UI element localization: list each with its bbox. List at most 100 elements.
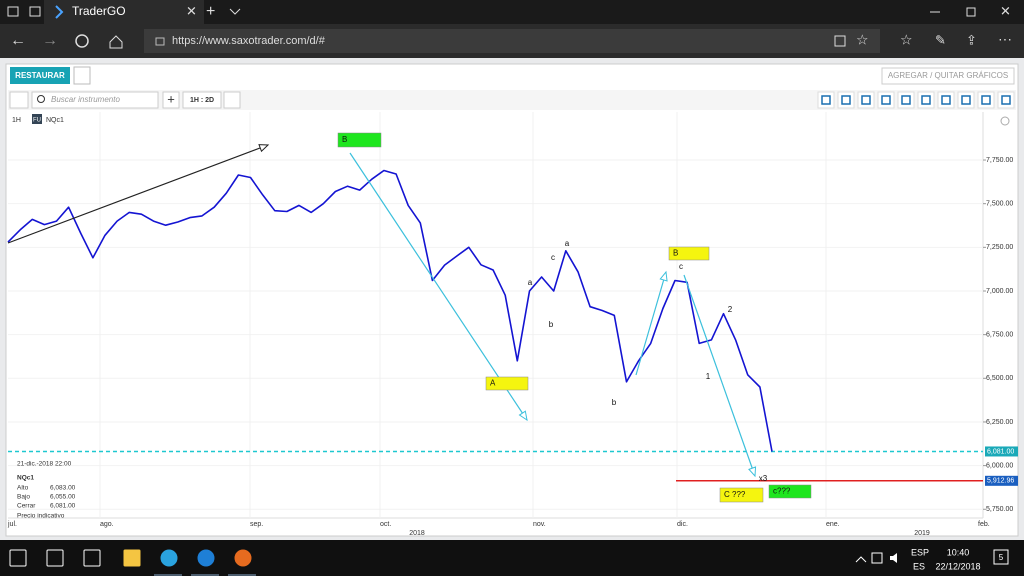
tab-title[interactable]: TraderGO [72, 4, 126, 18]
favorite-star[interactable]: ☆ [856, 32, 869, 48]
chart-toolbar [8, 90, 1016, 110]
language[interactable]: ESP [911, 547, 929, 557]
tool-button[interactable] [937, 91, 955, 109]
tab-menu[interactable] [229, 8, 241, 15]
forward-button[interactable]: → [42, 32, 58, 49]
tray-volume[interactable] [890, 553, 897, 563]
tool-glyph[interactable] [841, 95, 851, 105]
y-tick-label: 7,250.00 [986, 244, 1013, 251]
annotation-label: B [673, 249, 678, 258]
annotation-box [668, 246, 710, 261]
tool-button[interactable] [877, 91, 895, 109]
back-tabs-icon[interactable] [29, 6, 41, 17]
arrow-head [659, 270, 668, 282]
tool-button[interactable] [837, 91, 855, 109]
add-charts-button[interactable] [881, 67, 1015, 85]
tool-button[interactable] [857, 91, 875, 109]
tool-glyph[interactable] [941, 95, 951, 105]
info-value: 6,083.00 [50, 485, 76, 492]
tool-button[interactable] [957, 91, 975, 109]
tool-glyph[interactable] [1001, 95, 1011, 105]
annotation-label: c [551, 253, 555, 262]
crosshair-button[interactable] [223, 91, 241, 109]
link-button[interactable] [9, 91, 29, 109]
maximize[interactable] [966, 7, 976, 17]
tool-glyph[interactable] [961, 95, 971, 105]
y-tick-label: 7,000.00 [986, 288, 1013, 295]
tool-button[interactable] [817, 91, 835, 109]
taskbar-app[interactable] [197, 549, 215, 567]
tray-network[interactable] [871, 552, 883, 564]
interval-label[interactable]: 1H : 2D [190, 97, 214, 104]
annotation-label: a [528, 278, 533, 287]
taskbar-app[interactable] [83, 549, 101, 567]
interval-button[interactable] [182, 91, 222, 109]
year-label: 2018 [409, 530, 425, 537]
search-box[interactable] [31, 91, 159, 109]
tool-glyph[interactable] [981, 95, 991, 105]
taskbar-app[interactable] [123, 549, 141, 567]
info-note: Precio indicativo [17, 513, 65, 520]
search-placeholder[interactable]: Buscar instrumento [51, 95, 120, 104]
price-tag [985, 446, 1018, 457]
annotation-box [337, 132, 382, 148]
arrow-head [748, 466, 757, 478]
taskbar-app[interactable] [234, 549, 252, 567]
more[interactable]: ··· [998, 31, 1012, 47]
y-tick-label: 7,500.00 [986, 201, 1013, 208]
tool-button[interactable] [977, 91, 995, 109]
annotation-box [768, 484, 812, 499]
tool-glyph[interactable] [861, 95, 871, 105]
refresh-button[interactable] [75, 34, 89, 48]
chart-symbol: NQc1 [46, 117, 64, 124]
tool-icons [817, 91, 1015, 109]
arrow-head [258, 144, 270, 153]
home-button[interactable] [109, 35, 123, 49]
url[interactable]: https://www.saxotrader.com/d/# [172, 35, 326, 47]
tool-glyph[interactable] [821, 95, 831, 105]
clock-time[interactable]: 10:40 [947, 547, 970, 557]
annotation-label: c [679, 262, 683, 271]
add-charts-label[interactable]: AGREGAR / QUITAR GRÁFICOS [888, 71, 1008, 80]
tab-icon[interactable] [7, 6, 19, 17]
tool-button[interactable] [897, 91, 915, 109]
favorites-hub[interactable]: ☆ [900, 32, 913, 48]
add-icon[interactable]: + [167, 91, 175, 106]
restore-button[interactable] [10, 67, 70, 84]
x-tick-label: ene. [826, 521, 840, 528]
tool-glyph[interactable] [881, 95, 891, 105]
tool-glyph[interactable] [921, 95, 931, 105]
tab[interactable] [44, 0, 204, 24]
trend-arrow [349, 152, 528, 421]
keyboard-layout[interactable]: ES [913, 561, 925, 571]
clock-date[interactable]: 22/12/2018 [935, 561, 980, 571]
taskbar-app[interactable] [9, 549, 27, 567]
tool-button[interactable] [997, 91, 1015, 109]
tool-button[interactable] [917, 91, 935, 109]
tray-chevron[interactable] [855, 556, 867, 563]
reading-view[interactable] [834, 35, 846, 47]
share[interactable]: ⇪ [966, 32, 977, 47]
taskbar-app[interactable] [160, 549, 178, 567]
tab-close[interactable]: ✕ [186, 3, 197, 18]
arrow-head [518, 410, 528, 422]
add-button[interactable] [162, 91, 180, 109]
action-center[interactable] [993, 549, 1009, 565]
notes[interactable]: ✎ [935, 32, 946, 47]
x-tick-label: oct. [380, 521, 391, 528]
new-tab[interactable]: + [206, 3, 215, 20]
back-button[interactable]: ← [10, 32, 26, 49]
address-box[interactable] [144, 29, 880, 53]
annotation-label: A [490, 379, 496, 388]
notification-count[interactable]: 5 [999, 553, 1004, 562]
tool-glyph[interactable] [901, 95, 911, 105]
taskbar-app[interactable] [46, 549, 64, 567]
close-window[interactable]: ✕ [1000, 3, 1011, 18]
popout-button[interactable] [73, 66, 91, 85]
taskbar [0, 540, 1024, 576]
y-tick-label: 5,750.00 [986, 506, 1013, 513]
annotation-label: b [549, 320, 554, 329]
restore-label[interactable]: RESTAURAR [15, 71, 65, 80]
